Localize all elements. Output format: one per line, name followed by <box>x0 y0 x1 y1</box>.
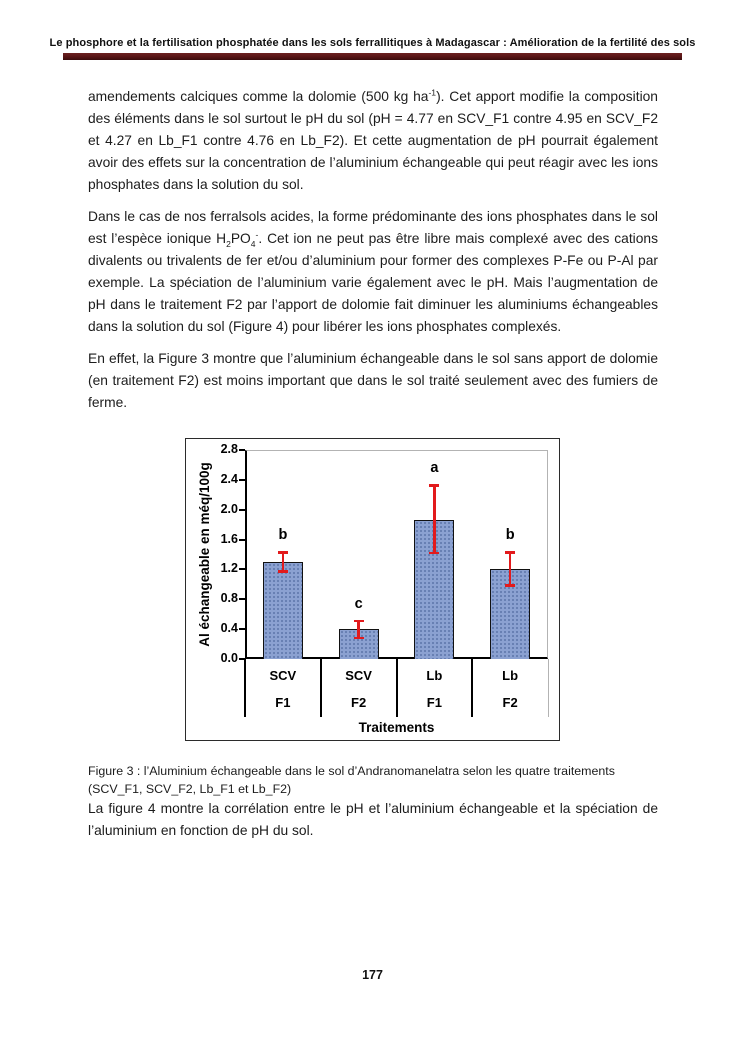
running-header-title: Le phosphore et la fertilisation phospha… <box>49 37 696 49</box>
paragraph-3: En effet, la Figure 3 montre que l’alumi… <box>88 351 658 410</box>
error-bar-cap-bottom <box>353 636 364 640</box>
paragraph-2-text-cont: . Cet ion ne peut pas être libre mais co… <box>88 231 658 334</box>
superscript-minus: - <box>255 229 259 240</box>
y-tick-label: 2.8 <box>220 442 238 456</box>
y-tick-mark <box>239 658 245 660</box>
x-category-label-row1: Lb <box>502 668 519 683</box>
y-tick-label: 2.0 <box>220 501 238 516</box>
figure-caption: Figure 3 : l’Aluminium échangeable dans … <box>88 762 658 798</box>
x-category-label-row1: SCV <box>345 668 372 683</box>
significance-letter: b <box>278 527 288 544</box>
y-tick-mark <box>239 568 245 571</box>
error-bar-cap-bottom <box>277 570 288 573</box>
x-category-label-row2: F2 <box>502 695 518 710</box>
y-tick-mark <box>239 628 245 631</box>
y-tick-mark <box>239 508 245 511</box>
paragraph-2-text: Dans le cas de nos ferralsols acides, la… <box>88 209 658 246</box>
x-axis-title: Traitements <box>358 720 435 735</box>
error-bar-cap-bottom <box>429 551 440 554</box>
figure-3-bar-chart: Al échangeable en méq/100g Traitements 0… <box>185 438 560 741</box>
bar <box>262 561 303 659</box>
y-tick-label: 0.0 <box>220 651 238 665</box>
page-number: 177 <box>362 968 383 982</box>
significance-letter: b <box>505 527 515 544</box>
y-tick-mark <box>239 478 245 481</box>
category-separator <box>244 659 246 717</box>
category-separator <box>319 659 322 717</box>
x-category-label-row1: Lb <box>426 668 443 683</box>
x-category-label-row2: F1 <box>275 695 291 710</box>
page-header: Le phosphore et la fertilisation phospha… <box>0 0 745 60</box>
paragraph-1-text: amendements calciques comme la dolomie (… <box>88 89 429 104</box>
error-bar-cap-top <box>353 619 364 623</box>
error-bar-line <box>357 620 360 639</box>
error-bar-cap-top <box>505 551 516 554</box>
y-tick-label: 1.2 <box>220 561 238 576</box>
paragraph-1-text-cont: ). Cet apport modifie la composition des… <box>88 89 658 192</box>
page-content: amendements calciques comme la dolomie (… <box>88 86 658 842</box>
y-tick-label: 1.6 <box>220 531 238 546</box>
category-separator <box>547 659 549 717</box>
header-rule <box>63 53 682 60</box>
formula-po: PO <box>230 231 251 246</box>
subscript-2: 2 <box>226 238 231 249</box>
paragraph-2: Dans le cas de nos ferralsols acides, la… <box>88 206 658 338</box>
figure-caption-line2: (SCV_F1, SCV_F2, Lb_F1 et Lb_F2) <box>88 782 292 796</box>
plot-area <box>245 450 548 659</box>
y-tick-label: 0.8 <box>220 591 238 606</box>
y-tick-label: 2.4 <box>220 471 238 486</box>
paragraph-1: amendements calciques comme la dolomie (… <box>88 86 658 196</box>
subscript-4: 4 <box>250 238 256 249</box>
x-category-label-row1: SCV <box>269 668 297 683</box>
bar <box>490 569 531 659</box>
superscript-minus-one: -1 <box>428 87 437 98</box>
category-separator <box>471 659 474 717</box>
significance-letter: c <box>354 595 363 612</box>
y-tick-mark <box>239 449 245 451</box>
paragraph-4: La figure 4 montre la corrélation entre … <box>88 801 658 838</box>
y-tick-mark <box>239 598 245 601</box>
error-bar-line <box>433 485 436 553</box>
significance-letter: a <box>430 460 439 477</box>
y-tick-label: 0.4 <box>220 621 238 636</box>
category-separator <box>395 659 398 717</box>
error-bar-line <box>281 552 285 572</box>
error-bar-cap-top <box>277 551 288 554</box>
error-bar-cap-top <box>429 484 440 487</box>
x-category-label-row2: F2 <box>351 695 367 710</box>
error-bar-cap-bottom <box>505 584 516 587</box>
figure-caption-line1: Figure 3 : l’Aluminium échangeable dans … <box>88 764 615 778</box>
y-tick-mark <box>239 538 245 541</box>
error-bar-line <box>508 552 512 586</box>
x-category-label-row2: F1 <box>426 695 442 710</box>
